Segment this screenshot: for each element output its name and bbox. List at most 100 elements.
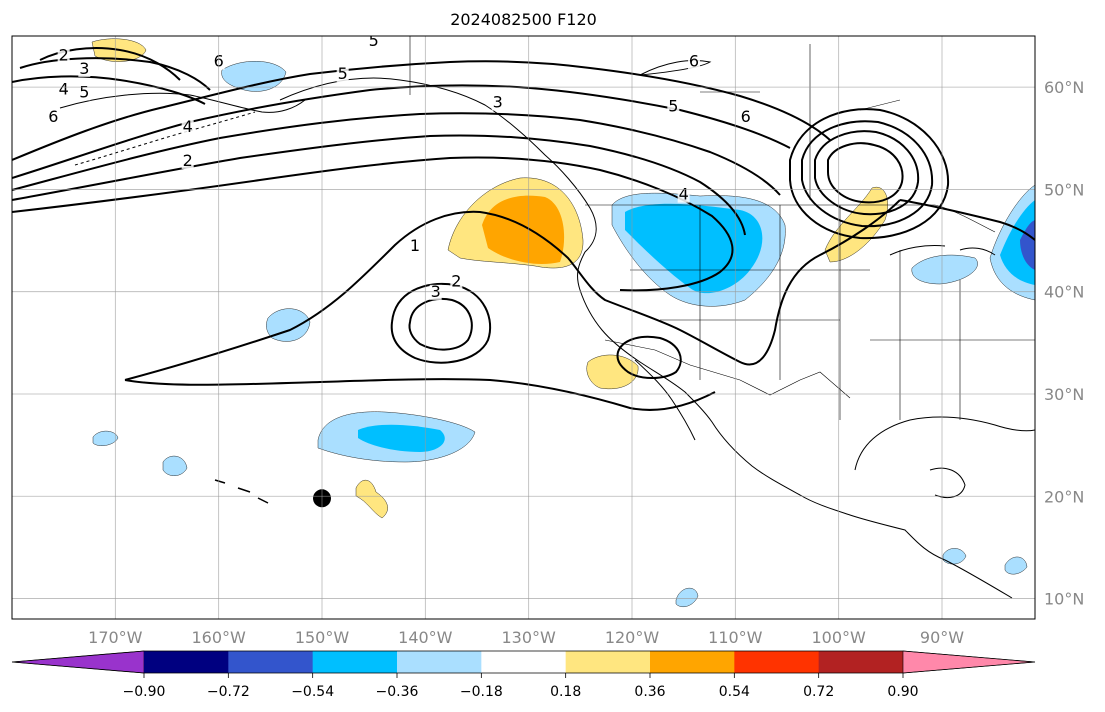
contour-5 (12, 84, 791, 179)
gulf-of-mexico-coast (854, 416, 1035, 471)
contour-label-bg (57, 82, 70, 98)
contour-label-bg (409, 238, 421, 254)
hawaii-islands (214, 479, 269, 504)
colorbar-tick-label: −0.54 (291, 684, 334, 700)
contour-label: 5 (79, 82, 89, 101)
contour-label: 2 (183, 151, 193, 170)
us-mexico-border (604, 339, 851, 399)
colorbar-segment (565, 651, 651, 673)
colorbar-segment (397, 651, 482, 673)
lon-tick-label: 110°W (708, 628, 763, 647)
contour-label: 6 (48, 107, 58, 126)
contour-label: 2 (451, 272, 461, 291)
map-title: 2024082500 F120 (450, 10, 597, 29)
negative-anomaly-bering (221, 61, 287, 92)
contour-label-bg (367, 36, 380, 50)
contour-4 (12, 112, 781, 196)
negative-anomaly-rockies-core (625, 203, 763, 294)
contour-label-bg (667, 99, 680, 115)
colorbar-tick-label: 0.54 (719, 684, 750, 700)
graticule (12, 36, 1035, 619)
negative-anomaly-hawaii-north (162, 455, 188, 476)
colorbar-tick-label: 0.90 (887, 684, 918, 700)
lon-tick-label: 140°W (398, 628, 453, 647)
contour-label: 5 (668, 97, 678, 116)
us-canada-border (585, 204, 996, 233)
contour-label-bg (450, 274, 463, 290)
contour-label: 1 (410, 236, 420, 255)
lon-tick-label: 150°W (295, 628, 350, 647)
lon-tick-label: 160°W (191, 628, 246, 647)
lon-tick-label: 120°W (605, 628, 660, 647)
yucatan (929, 467, 966, 498)
contour-label-bg (429, 284, 442, 300)
lat-tick-label: 20°N (1044, 487, 1084, 506)
colorbar-segment (144, 651, 229, 673)
lat-tick-label: 30°N (1044, 385, 1084, 404)
colorbar-tick-labels: −0.90 −0.72 −0.54 −0.36 −0.18 0.18 0.36 0.54 0.7… (123, 673, 919, 700)
longitude-tick-labels: 170°W 160°W 150°W 140°W 130°W 120°W 110°W 100°W… (88, 628, 964, 647)
colorbar (11, 650, 1036, 674)
contour-label-bg (491, 95, 504, 111)
colorbar-segment (312, 651, 398, 673)
contour-south-closing (124, 378, 716, 411)
contour-6-outer (12, 60, 831, 161)
colorbar-tick-label: −0.18 (460, 684, 503, 700)
contour-label-bg (47, 109, 60, 125)
political-boundaries (409, 36, 1035, 420)
contour-label: 4 (59, 79, 69, 98)
baja-peninsula (634, 359, 696, 441)
contour-label-bg (688, 54, 700, 70)
positive-anomaly-south-hawaii (355, 480, 388, 519)
negative-anomaly-east-pacific (675, 588, 699, 607)
contour-label-bg (181, 120, 194, 136)
alaska-coast (59, 92, 306, 113)
lat-tick-label: 50°N (1044, 180, 1084, 199)
contour-2 (12, 156, 734, 292)
negative-anomaly-central-america (942, 548, 967, 565)
colorbar-segment (650, 651, 735, 673)
contour-label: 4 (183, 117, 193, 136)
contour-label-bg (677, 187, 690, 203)
contour-label-bg (336, 66, 349, 82)
contour-label: 5 (338, 64, 348, 83)
negative-anomaly-caribbean-coast (1004, 556, 1028, 575)
colorbar-segment (481, 651, 567, 673)
negative-anomaly-hawaii-west (92, 430, 119, 446)
positive-anomaly-pnw-core (482, 195, 565, 265)
hudson-bay (639, 60, 712, 76)
colorbar-extend-low (11, 650, 145, 674)
contour-1 (124, 199, 901, 381)
contour-high-west-coast-3 (408, 298, 473, 351)
colorbar-segment (818, 651, 904, 673)
contour-label-bg (739, 109, 752, 125)
contour-label: 5 (369, 31, 379, 50)
colorbar-tick-label: −0.36 (376, 684, 419, 700)
contour-4-nw (12, 75, 206, 105)
contour-6-center (827, 142, 904, 204)
contour-high-west-coast-2 (390, 283, 492, 364)
negative-anomaly-northeast-core (1000, 200, 1035, 285)
contour-label-bg (181, 153, 194, 169)
colorbar-tick-label: 0.18 (550, 684, 581, 700)
state-lines (630, 205, 1035, 420)
colorbar-tick-label: −0.90 (123, 684, 166, 700)
colorbar-extend-high (902, 650, 1036, 674)
aleutians (74, 111, 256, 166)
lat-tick-label: 60°N (1044, 78, 1084, 97)
contour-label-bg (78, 61, 91, 77)
contour-label-bg (78, 85, 91, 101)
negative-anomaly-great-lakes (911, 254, 978, 285)
colorbar-segment (228, 651, 314, 673)
colorbar-tick-label: −0.72 (207, 684, 250, 700)
contour-label: 3 (79, 59, 89, 78)
latitude-tick-labels: 10°N 20°N 30°N 40°N 50°N 60°N (1044, 78, 1084, 608)
contour-label: 6 (689, 52, 699, 71)
colorbar-segment (734, 651, 820, 673)
great-lakes (889, 245, 996, 256)
positive-anomaly-baja (586, 354, 639, 390)
negative-anomaly-central-pacific-core (358, 424, 445, 452)
contour-6-ring-outer (789, 108, 950, 240)
